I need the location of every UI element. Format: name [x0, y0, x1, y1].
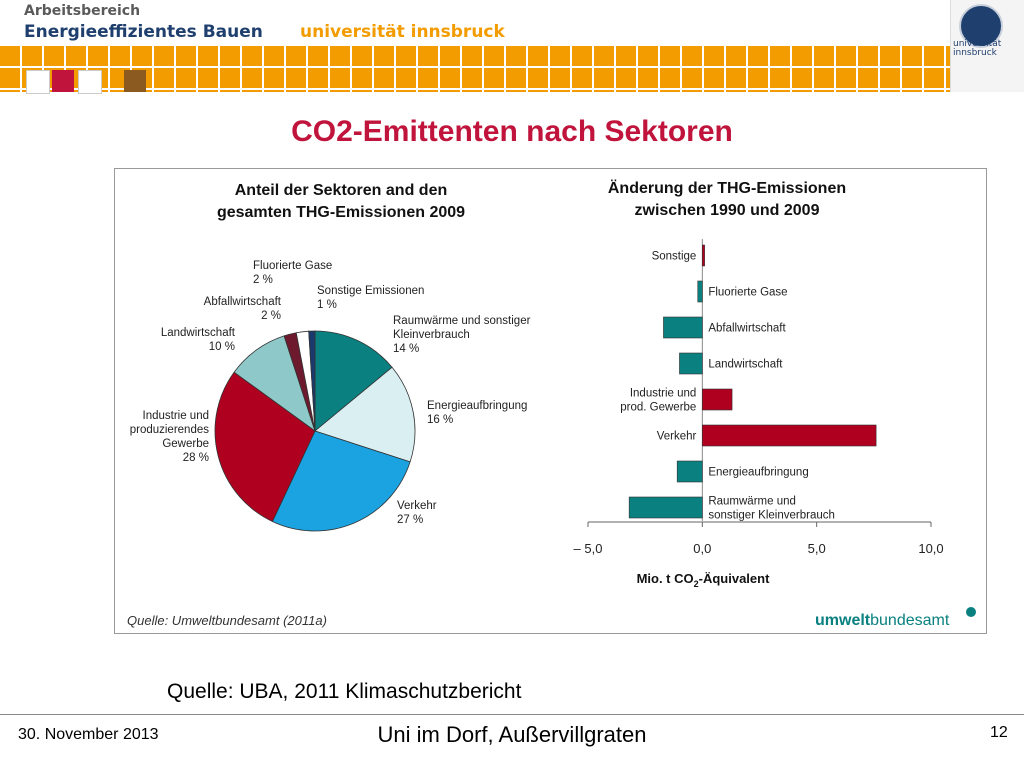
bar-x-tick-label: 0,0 — [693, 541, 711, 556]
bar-label-landwirtschaft: Landwirtschaft — [708, 359, 783, 371]
wall-icon — [26, 70, 50, 94]
wood-icon — [124, 70, 146, 92]
bar-x-tick-label: 5,0 — [808, 541, 826, 556]
seal-text: universität innsbruck — [953, 40, 1001, 58]
bar-label-energieaufbringung: Energieaufbringung — [708, 467, 808, 479]
pie-label-line: produzierendes — [130, 424, 210, 436]
pie-label-verkehr: Verkehr 27 % — [397, 500, 437, 526]
brand-part-2: bundesamt — [870, 612, 950, 629]
bar-title-line-1: Änderung der THG-Emissionen — [608, 179, 846, 197]
pie-slice-verkehr — [271, 430, 411, 532]
bar-x-axis-label: Mio. t CO2-Äquivalent — [637, 571, 771, 589]
pie-label-industrie-und-produzierendes-gewerbe: Industrie und produzierendes Gewerbe 28 % — [130, 410, 210, 464]
bar-label-fluorierte-gase: Fluorierte Gase — [708, 287, 787, 299]
figure-frame: Anteil der Sektoren and den gesamten THG… — [114, 168, 987, 634]
university-seal-logo: universität innsbruck — [950, 0, 1024, 92]
bar-landwirtschaft — [679, 352, 703, 375]
bar-label-line: Raumwärme und — [708, 496, 796, 508]
figure-svg: Anteil der Sektoren and den gesamten THG… — [127, 179, 976, 629]
bar-x-tick-label: 10,0 — [918, 541, 943, 556]
pie-label-fluorierte-gase: Fluorierte Gase 2 % — [253, 260, 332, 286]
pie-label-line: 10 % — [209, 341, 235, 353]
bar-raumw-rme-und-sonstiger-kleinverbrauch — [628, 496, 703, 519]
bar-x-axis-label-b: -Äquivalent — [699, 571, 770, 586]
pie-label-line: 2 % — [261, 310, 281, 322]
bar-label-sonstige: Sonstige — [652, 251, 697, 263]
pie-label-line: Landwirtschaft — [161, 327, 236, 339]
pie-label-line: 1 % — [317, 299, 337, 311]
bar-label-verkehr: Verkehr — [657, 431, 697, 443]
bar-label-abfallwirtschaft: Abfallwirtschaft — [708, 323, 786, 335]
header-grid-pattern — [0, 46, 950, 92]
bar-label-line: Verkehr — [657, 431, 697, 443]
bar-title-line-2: zwischen 1990 und 2009 — [635, 202, 820, 219]
department-name: Energieeffizientes Bauen — [24, 22, 263, 42]
brand-part-1: umwelt — [815, 612, 871, 629]
bar-label-line: Energieaufbringung — [708, 467, 808, 479]
bar-label-industrie-und-prod-gewerbe: Industrie und prod. Gewerbe — [620, 388, 696, 414]
bar-label-line: Sonstige — [652, 251, 697, 263]
bar-sonstige — [702, 244, 705, 267]
brand-dot-icon — [966, 607, 976, 617]
university-name: universität innsbruck — [300, 22, 505, 42]
bar-label-line: Landwirtschaft — [708, 359, 783, 371]
pie-title-line-1: Anteil der Sektoren and den — [235, 182, 447, 199]
bar-label-line: Fluorierte Gase — [708, 287, 787, 299]
bar-x-axis-label-a: Mio. t CO — [637, 571, 694, 586]
pie-chart: Raumwärme und sonstiger Kleinverbrauch 14 … — [130, 260, 531, 532]
pie-label-line: Kleinverbrauch — [393, 329, 470, 341]
bar-x-axis-label-sub: 2 — [694, 579, 699, 589]
seal-text-line-1: universität — [953, 39, 1002, 49]
bar-label-line: sonstiger Kleinverbrauch — [708, 510, 835, 522]
slide-title: CO2-Emittenten nach Sektoren — [291, 115, 733, 148]
footer-event: Uni im Dorf, Außervillgraten — [377, 722, 647, 747]
bar-abfallwirtschaft — [663, 316, 703, 339]
bar-energieaufbringung — [676, 460, 703, 483]
pie-label-line: 28 % — [183, 452, 209, 464]
footer-divider — [0, 714, 1024, 715]
department-label: Arbeitsbereich — [24, 3, 141, 19]
pie-label-energieaufbringung: Energieaufbringung 16 % — [427, 400, 527, 426]
pie-label-abfallwirtschaft: Abfallwirtschaft 2 % — [204, 296, 282, 322]
pie-label-line: Gewerbe — [162, 438, 209, 450]
pie-label-landwirtschaft: Landwirtschaft 10 % — [161, 327, 236, 353]
pie-slice-energieaufbringung — [314, 366, 416, 463]
pie-label-line: Abfallwirtschaft — [204, 296, 282, 308]
pie-label-line: 16 % — [427, 414, 453, 426]
pie-label-line: Sonstige Emissionen — [317, 285, 424, 297]
pie-slice-raumw-rme-und-sonstiger-kleinverbrauch — [314, 330, 393, 432]
pie-label-line: Verkehr — [397, 500, 437, 512]
flame-icon — [52, 70, 74, 92]
bar-label-raumw-rme-und-sonstiger-kleinverbrauch: Raumwärme und sonstiger Kleinverbrauch — [708, 496, 835, 522]
bar-label-line: Abfallwirtschaft — [708, 323, 786, 335]
house-icon — [78, 70, 102, 94]
footer-date: 30. November 2013 — [18, 726, 159, 743]
pie-title-line-2: gesamten THG-Emissionen 2009 — [217, 204, 465, 221]
pie-slice-industrie-und-produzierendes-gewerbe — [214, 371, 316, 523]
figure-source: Quelle: Umweltbundesamt (2011a) — [127, 613, 327, 628]
seal-icon — [959, 4, 1003, 48]
bar-verkehr — [702, 424, 877, 447]
bar-label-line: Industrie und — [630, 388, 697, 400]
pie-label-line: Energieaufbringung — [427, 400, 527, 412]
pie-label-line: 14 % — [393, 343, 419, 355]
bar-label-line: prod. Gewerbe — [620, 402, 696, 414]
pie-label-line: 27 % — [397, 514, 423, 526]
pie-label-line: 2 % — [253, 274, 273, 286]
page-number: 12 — [990, 724, 1008, 741]
seal-text-line-2: innsbruck — [953, 48, 997, 58]
bar-x-tick-label: – 5,0 — [574, 541, 603, 556]
bar-fluorierte-gase — [697, 280, 703, 303]
pie-slice-sonstige-emissionen — [308, 330, 316, 432]
pie-label-line: Industrie und — [143, 410, 210, 422]
bar-industrie-und-prod-gewerbe — [702, 388, 733, 411]
umweltbundesamt-logo: umweltbundesamt — [815, 612, 950, 629]
source-note: Quelle: UBA, 2011 Klimaschutzbericht — [167, 680, 522, 703]
pie-label-sonstige-emissionen: Sonstige Emissionen 1 % — [317, 285, 424, 311]
pie-label-raumw-rme-und-sonstiger-kleinverbrauch: Raumwärme und sonstiger Kleinverbrauch 14 … — [393, 315, 531, 355]
pie-label-line: Raumwärme und sonstiger — [393, 315, 531, 327]
bar-chart: – 5,0 0,0 5,0 10,0 Sonstige Fluorierte Gase Ab… — [574, 239, 944, 556]
pie-label-line: Fluorierte Gase — [253, 260, 332, 272]
